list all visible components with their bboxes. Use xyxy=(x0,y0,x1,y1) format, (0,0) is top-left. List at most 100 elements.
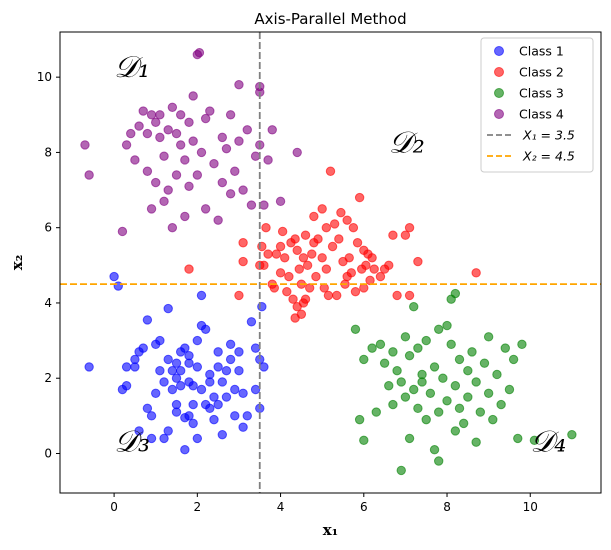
point-class-2 xyxy=(392,290,402,301)
point-class-3 xyxy=(359,435,369,446)
point-class-1 xyxy=(246,317,257,327)
point-class-1 xyxy=(121,362,132,372)
point-class-4 xyxy=(221,143,232,154)
point-class-3 xyxy=(359,354,369,365)
point-class-2 xyxy=(302,260,313,271)
point-class-1 xyxy=(213,347,223,357)
point-class-1 xyxy=(217,429,228,440)
point-class-2 xyxy=(290,234,300,244)
point-class-4 xyxy=(217,177,228,188)
point-class-2 xyxy=(384,260,394,271)
legend-label: Class 3 xyxy=(519,86,564,101)
point-class-2 xyxy=(348,222,359,233)
point-class-4 xyxy=(142,166,153,176)
point-class-4 xyxy=(84,170,94,180)
point-class-4 xyxy=(234,79,244,90)
point-class-4 xyxy=(194,47,205,58)
point-class-2 xyxy=(400,230,411,240)
point-class-1 xyxy=(171,373,182,383)
point-class-1 xyxy=(205,369,215,380)
point-class-1 xyxy=(200,324,211,334)
legend-label: Class 2 xyxy=(519,65,564,80)
point-class-3 xyxy=(438,373,448,383)
point-class-4 xyxy=(263,155,273,165)
point-class-2 xyxy=(263,249,273,259)
point-class-1 xyxy=(159,433,169,444)
point-class-1 xyxy=(134,426,144,436)
point-class-1 xyxy=(171,407,182,417)
point-class-2 xyxy=(388,230,398,240)
point-class-1 xyxy=(196,290,207,301)
point-class-4 xyxy=(188,136,198,146)
point-class-2 xyxy=(317,204,327,214)
point-class-4 xyxy=(171,170,182,180)
point-class-4 xyxy=(175,110,186,120)
point-class-2 xyxy=(346,268,357,278)
point-class-4 xyxy=(250,151,261,161)
point-class-4 xyxy=(126,128,136,139)
point-class-3 xyxy=(454,403,465,414)
point-class-2 xyxy=(327,241,338,252)
point-class-2 xyxy=(238,256,248,267)
legend: Class 1 Class 2 Class 3 Class 4 X₁ = 3.5 X₂ =… xyxy=(480,37,594,173)
point-class-3 xyxy=(467,347,477,357)
point-class-3 xyxy=(421,335,431,346)
point-class-3 xyxy=(446,339,456,350)
point-class-4 xyxy=(196,147,207,158)
point-class-1 xyxy=(192,362,203,372)
point-class-2 xyxy=(275,268,286,278)
point-class-2 xyxy=(342,215,352,225)
point-class-3 xyxy=(375,339,386,350)
point-class-4 xyxy=(151,177,161,188)
point-class-4 xyxy=(138,106,148,116)
point-class-2 xyxy=(329,219,340,229)
point-class-4 xyxy=(130,155,140,165)
y-axis-label: x₂ xyxy=(8,255,26,271)
legend-label: Class 4 xyxy=(519,107,564,122)
point-class-4 xyxy=(225,110,236,120)
region-label-3: 𝒟₃ xyxy=(114,425,150,460)
point-class-4 xyxy=(246,200,257,210)
point-class-2 xyxy=(309,211,319,222)
point-class-3 xyxy=(434,324,444,334)
point-class-1 xyxy=(188,399,198,410)
point-class-3 xyxy=(463,392,473,402)
legend-marker xyxy=(494,46,504,56)
point-class-2 xyxy=(304,283,315,293)
point-class-3 xyxy=(458,418,469,429)
point-class-1 xyxy=(217,377,228,387)
point-class-2 xyxy=(292,245,302,255)
point-class-4 xyxy=(217,132,228,143)
point-class-1 xyxy=(155,335,165,346)
point-class-1 xyxy=(238,422,248,432)
point-class-1 xyxy=(84,362,94,372)
point-class-4 xyxy=(159,151,169,161)
point-class-2 xyxy=(325,166,336,176)
point-class-3 xyxy=(354,414,365,425)
point-class-4 xyxy=(267,125,277,135)
point-class-1 xyxy=(188,381,198,391)
point-class-1 xyxy=(167,384,178,395)
region-label-1: 𝒟₁ xyxy=(114,50,150,85)
x-tick-label: 2 xyxy=(194,500,202,514)
point-class-3 xyxy=(442,320,452,331)
point-class-4 xyxy=(238,185,248,195)
point-class-3 xyxy=(421,414,431,425)
point-class-3 xyxy=(434,456,444,466)
point-class-2 xyxy=(361,260,371,271)
point-class-4 xyxy=(259,200,269,210)
point-class-4 xyxy=(167,102,178,112)
x-tick-label: 10 xyxy=(523,500,538,514)
point-class-3 xyxy=(483,388,494,398)
point-class-3 xyxy=(396,377,406,387)
point-class-1 xyxy=(163,303,173,314)
point-class-2 xyxy=(259,260,269,271)
point-class-1 xyxy=(184,411,194,421)
point-class-4 xyxy=(275,196,286,207)
point-class-3 xyxy=(429,362,440,372)
point-class-1 xyxy=(142,403,153,414)
point-class-1 xyxy=(238,388,248,398)
point-class-1 xyxy=(192,335,203,346)
axis-ticks: 0 2 4 6 8 10 0 2 4 6 8 10 xyxy=(37,70,538,514)
